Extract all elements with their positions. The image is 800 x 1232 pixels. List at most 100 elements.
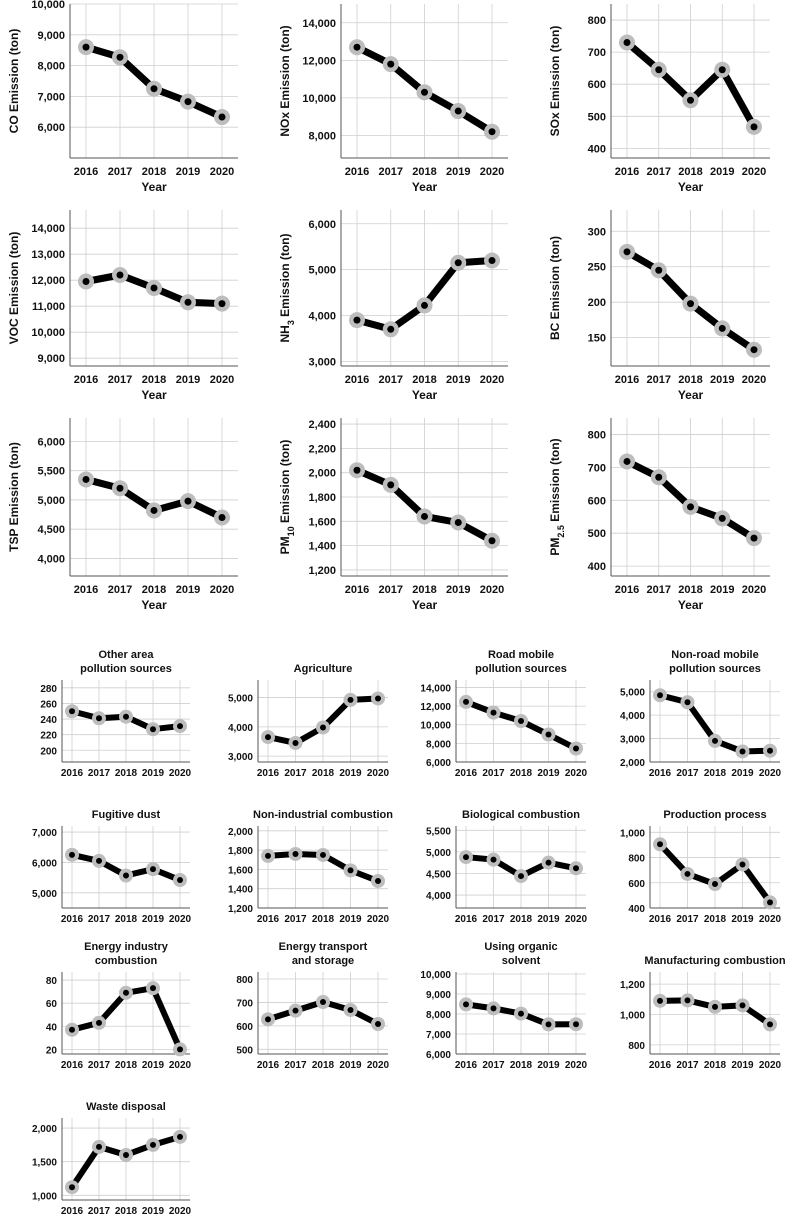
x-axis-title: Year (141, 180, 167, 194)
data-point (653, 837, 667, 852)
y-tick-label: 4,500 (426, 869, 451, 880)
data-point (541, 855, 556, 870)
data-point-dot (712, 1003, 718, 1010)
data-point-dot (739, 748, 746, 755)
x-tick-label: 2018 (510, 1060, 533, 1071)
chart-panel-2: 8,000 10,000 12,000 14,000 2016 2017 2018 2019 2… (278, 4, 508, 194)
data-point (316, 994, 330, 1009)
y-axis-title: VOC Emission (ton) (7, 232, 21, 345)
x-tick-label: 2018 (312, 768, 335, 779)
data-point-dot (767, 899, 773, 906)
x-tick-label: 2017 (647, 374, 671, 386)
data-point-dot (684, 870, 691, 877)
x-tick-label: 2020 (169, 768, 192, 779)
y-tick-label: 20 (46, 1045, 58, 1056)
y-tick-label: 9,000 (37, 30, 65, 42)
y-tick-label: 7,000 (426, 1030, 451, 1041)
y-tick-label: 400 (588, 143, 606, 155)
x-axis-title: Year (141, 598, 167, 612)
x-tick-label: 2018 (115, 914, 138, 925)
y-tick-label: 1,000 (32, 1191, 57, 1202)
data-point (416, 297, 433, 314)
data-point (569, 741, 583, 756)
y-tick-label: 5,000 (620, 688, 645, 699)
chart-title: Manufacturing combustion (644, 955, 785, 967)
x-tick-label: 2017 (88, 1206, 111, 1217)
data-point-dot (739, 861, 746, 868)
x-tick-label: 2017 (379, 166, 403, 178)
data-point-dot (150, 1141, 156, 1148)
data-point (173, 719, 187, 734)
data-point (708, 999, 722, 1014)
chart-title: Energy transport (279, 941, 368, 953)
data-point-dot (545, 859, 552, 866)
data-point (763, 743, 777, 758)
y-tick-label: 1,000 (620, 828, 645, 839)
y-tick-label: 600 (236, 1022, 253, 1033)
data-point (261, 1012, 275, 1027)
x-tick-label: 2019 (446, 374, 470, 386)
data-point-dot (123, 1151, 129, 1158)
data-point-dot (490, 709, 497, 716)
x-tick-label: 2016 (615, 584, 639, 596)
data-point (112, 49, 128, 66)
data-point (261, 848, 275, 863)
y-axis-title-main: SOx Emission (ton) (548, 26, 562, 137)
data-point-dot (218, 113, 226, 121)
chart-panel-22: 1,000 1,500 2,000 2016 2017 2018 2019 2020 Waste… (32, 1101, 192, 1217)
data-point (484, 123, 500, 140)
data-point (746, 341, 762, 358)
x-tick-label: 2020 (367, 1060, 390, 1071)
x-tick-label: 2016 (345, 584, 369, 596)
data-point (746, 118, 762, 135)
x-tick-label: 2020 (759, 1060, 782, 1071)
x-tick-label: 2017 (482, 1060, 505, 1071)
y-axis-title-main: PM (278, 536, 292, 554)
x-tick-label: 2020 (759, 914, 782, 925)
y-tick-label: 12,000 (302, 55, 336, 67)
y-tick-label: 300 (588, 226, 606, 238)
data-point (343, 863, 358, 878)
y-tick-label: 7,000 (32, 828, 57, 839)
data-point (288, 1003, 303, 1018)
x-tick-label: 2016 (74, 374, 98, 386)
data-point-dot (655, 66, 663, 74)
y-tick-label: 8,000 (308, 130, 336, 142)
y-tick-label: 4,000 (620, 711, 645, 722)
y-tick-label: 10,000 (31, 0, 65, 11)
data-point-dot (150, 985, 156, 992)
y-tick-label: 220 (40, 731, 57, 742)
y-axis-title-rest: Emission (ton) (278, 440, 292, 527)
x-tick-label: 2016 (61, 1060, 84, 1071)
y-tick-label: 4,000 (308, 311, 336, 323)
data-point-dot (712, 737, 718, 744)
x-tick-label: 2018 (704, 768, 727, 779)
y-tick-label: 1,800 (228, 846, 253, 857)
data-point-dot (463, 698, 469, 705)
y-tick-label: 1,200 (620, 980, 645, 991)
data-point-dot (150, 85, 158, 93)
data-point (708, 877, 722, 892)
chart-title: Non-road mobile (671, 649, 758, 661)
x-tick-label: 2018 (312, 1060, 335, 1071)
data-point (680, 993, 695, 1008)
data-point-dot (518, 1010, 524, 1017)
x-tick-label: 2018 (412, 374, 436, 386)
chart-panel-20: 6,000 7,000 8,000 9,000 10,000 2016 2017 2018 20… (420, 941, 587, 1071)
data-point (416, 508, 433, 525)
y-axis-title-main: VOC Emission (ton) (7, 232, 21, 345)
y-tick-label: 150 (588, 333, 606, 345)
data-point (119, 868, 133, 883)
y-tick-label: 1,400 (228, 885, 253, 896)
y-tick-label: 8,000 (37, 61, 65, 73)
data-point (459, 997, 473, 1012)
data-point (214, 295, 230, 312)
data-point-dot (150, 726, 156, 733)
y-tick-label: 600 (588, 495, 606, 507)
x-tick-label: 2020 (367, 768, 390, 779)
y-tick-label: 6,000 (426, 1050, 451, 1061)
y-tick-label: 5,000 (32, 889, 57, 900)
x-tick-label: 2016 (455, 1060, 478, 1071)
chart-panel-21: 800 1,000 1,200 2016 2017 2018 2019 2020 Manufac… (620, 955, 786, 1071)
data-point-dot (265, 852, 271, 859)
